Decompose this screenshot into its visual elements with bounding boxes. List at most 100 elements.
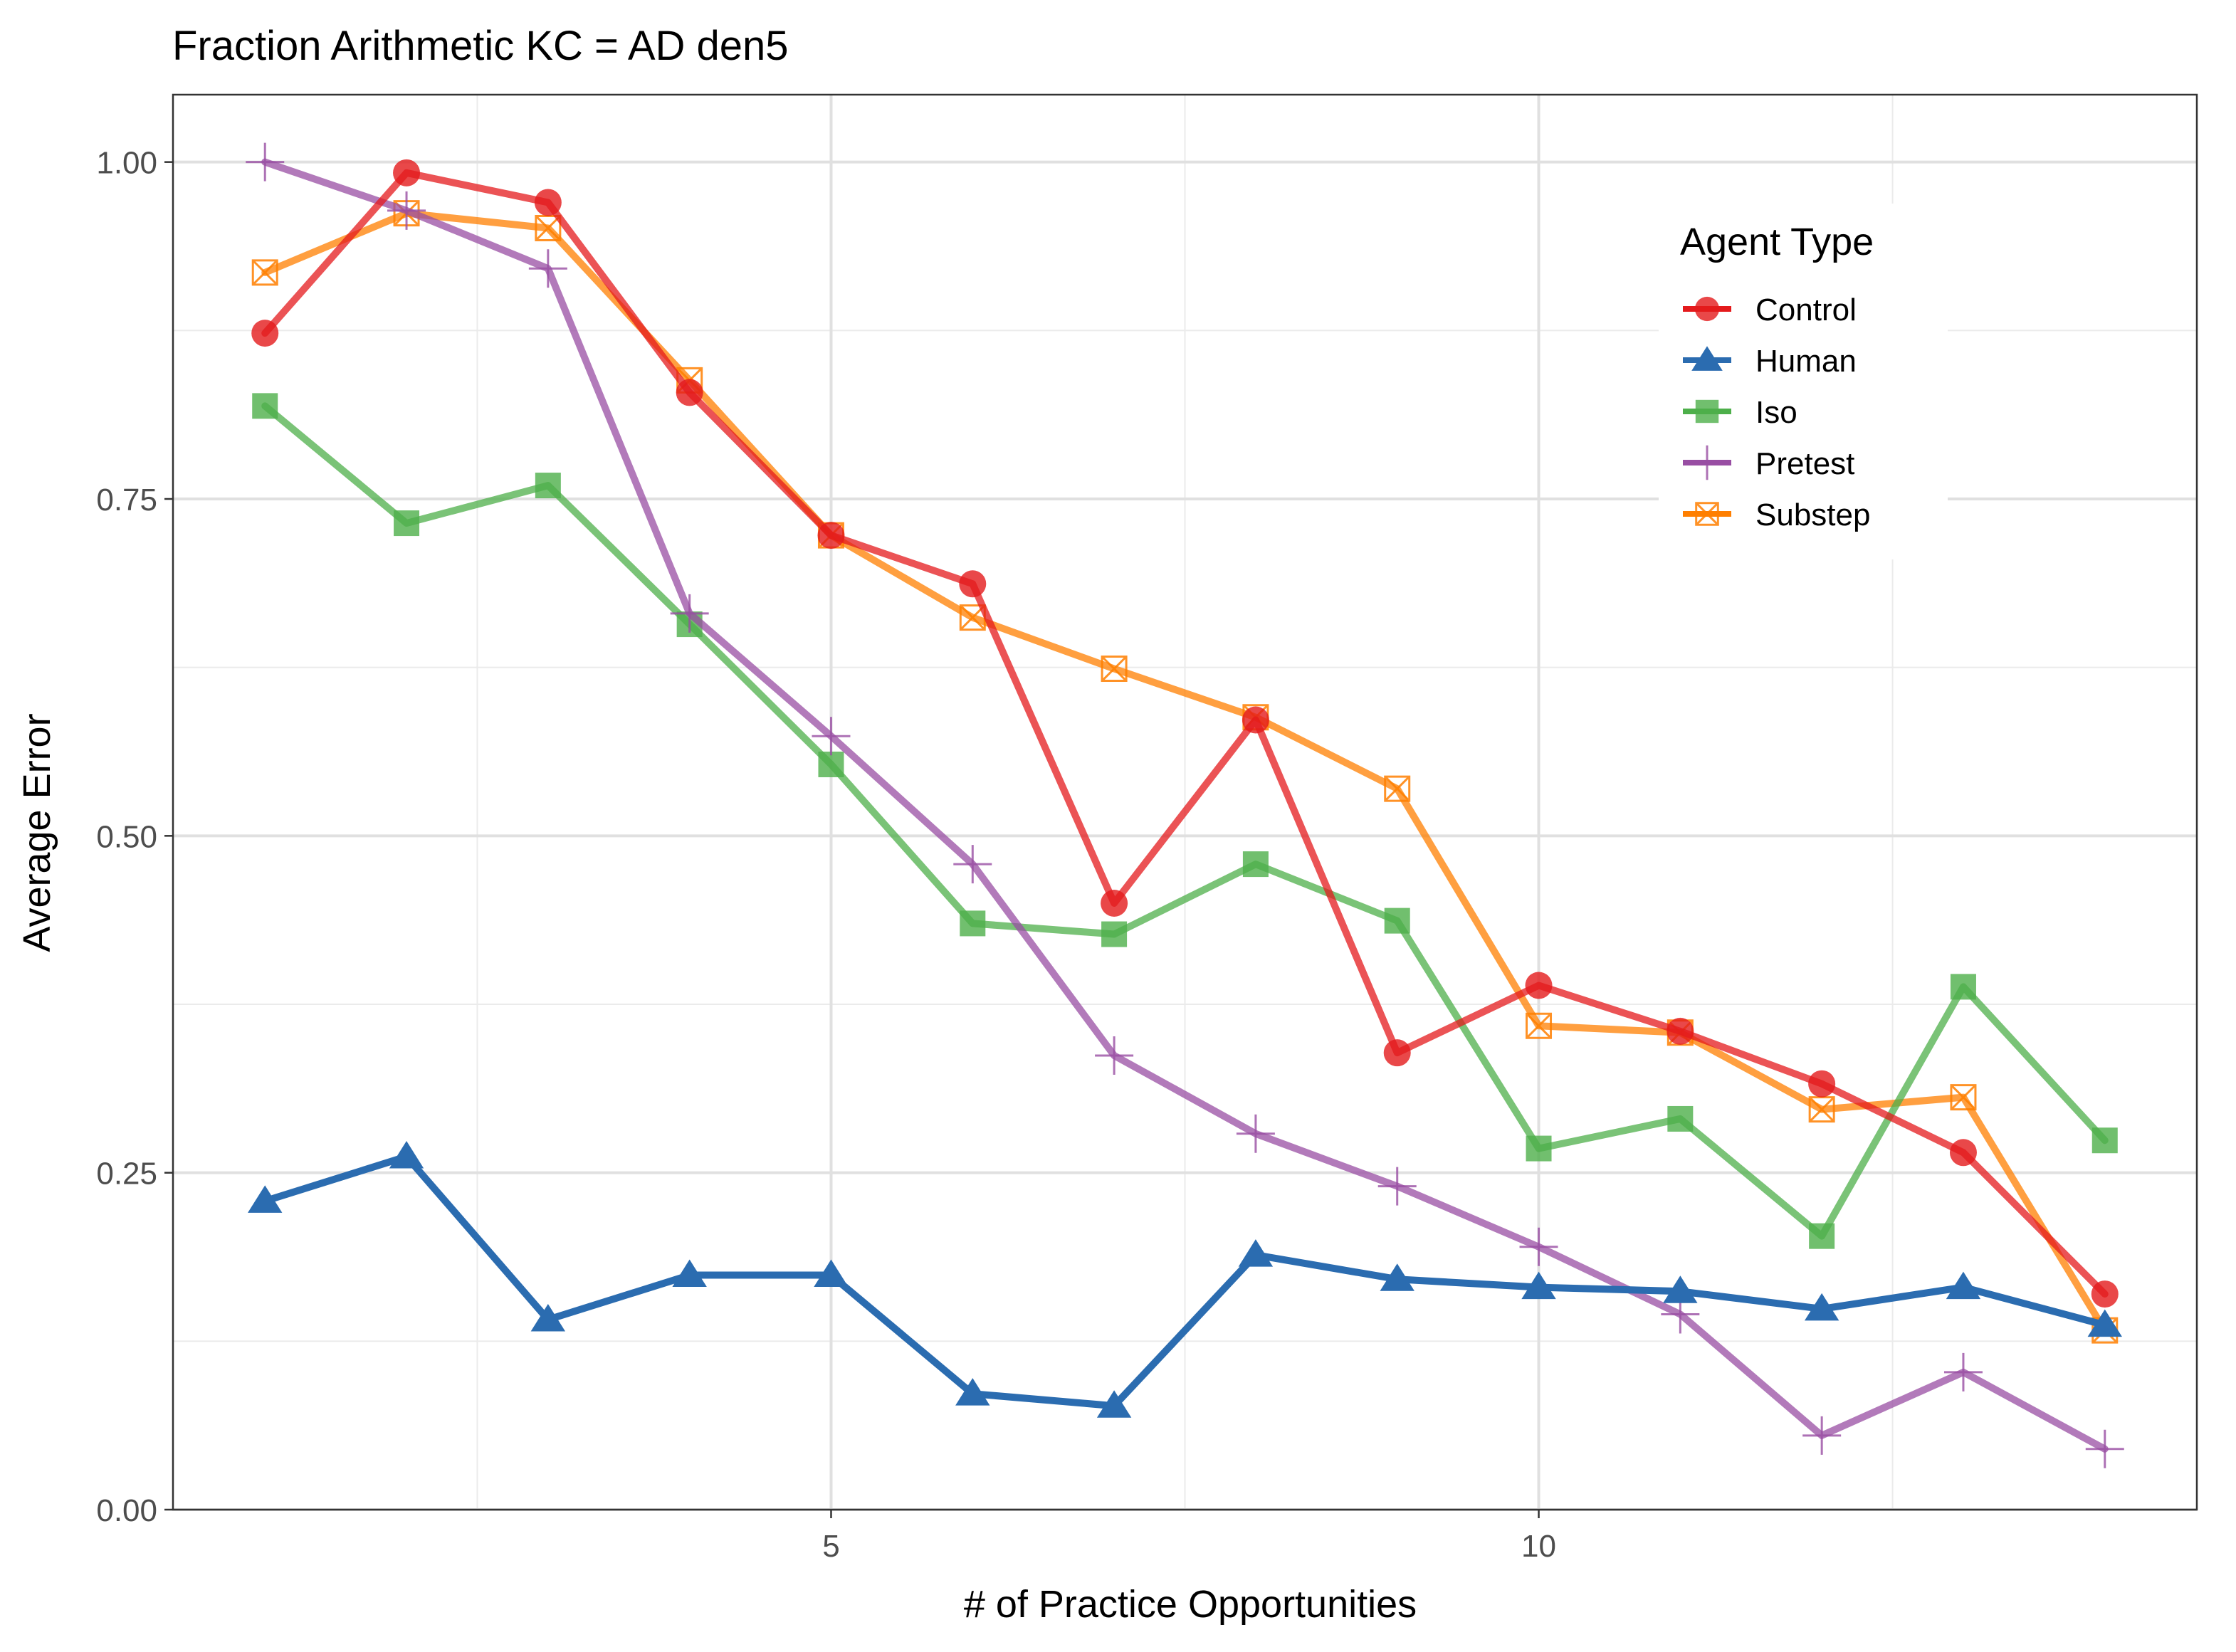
legend-title: Agent Type	[1680, 221, 1874, 263]
data-point-pretest	[812, 717, 851, 756]
data-point-iso	[1242, 851, 1269, 878]
data-point-control	[1666, 1017, 1694, 1045]
data-point-control	[1808, 1070, 1836, 1098]
legend-items: Control Human Iso Pretest Substep	[1683, 293, 1870, 532]
data-point-iso	[960, 910, 986, 937]
legend-key-marker-iso	[1695, 399, 1719, 423]
data-point-human	[1521, 1271, 1556, 1300]
legend-label-iso: Iso	[1755, 395, 1797, 430]
data-point-human	[1946, 1271, 1981, 1300]
data-point-control	[1383, 1039, 1411, 1067]
y-tick-label: 0.25	[96, 1157, 157, 1191]
data-point-control	[1949, 1139, 1977, 1167]
data-point-human	[1804, 1293, 1839, 1321]
y-tick-label: 0.00	[96, 1493, 157, 1528]
data-point-iso	[2091, 1127, 2118, 1154]
y-axis-label: Average Error	[16, 713, 58, 952]
legend-key-marker-human	[1691, 346, 1723, 371]
data-point-control	[959, 570, 987, 598]
legend-key-marker-pretest	[1689, 445, 1725, 480]
data-point-human	[2087, 1309, 2122, 1337]
data-point-pretest	[1377, 1167, 1417, 1206]
data-point-human	[1380, 1263, 1414, 1291]
legend-item-human: Human	[1683, 344, 1857, 379]
series-line-control	[261, 169, 2109, 1298]
data-point-pretest	[670, 594, 709, 633]
legend-item-control: Control	[1683, 293, 1857, 327]
data-point-substep	[535, 214, 562, 241]
data-point-iso	[1526, 1135, 1552, 1162]
data-point-substep	[1808, 1096, 1835, 1123]
data-point-control	[1525, 972, 1553, 999]
data-point-pretest	[387, 191, 426, 230]
y-tick-label: 0.50	[96, 819, 157, 854]
axes: 0.00 0.25 0.50 0.75 1.00 5 10	[96, 146, 1556, 1564]
data-point-human	[1096, 1390, 1132, 1418]
data-point-control	[817, 522, 845, 549]
plot-panel-border	[172, 93, 2198, 1511]
data-point-control	[534, 189, 562, 216]
series-line-iso	[261, 402, 2109, 1240]
data-point-pretest	[1519, 1227, 1558, 1266]
series-line-substep	[261, 209, 2109, 1335]
data-point-substep	[1384, 775, 1411, 802]
chart-title: Fraction Arithmetic KC = AD den5	[172, 23, 789, 69]
series-human	[248, 1140, 2122, 1418]
series-iso	[252, 393, 2118, 1249]
y-tick-label: 0.75	[96, 483, 157, 517]
data-point-iso	[535, 473, 561, 499]
data-point-human	[530, 1304, 566, 1332]
series-control	[251, 159, 2119, 1308]
legend-label-substep: Substep	[1755, 498, 1870, 532]
data-point-control	[2091, 1280, 2119, 1308]
data-point-pretest	[953, 845, 992, 884]
legend-item-pretest: Pretest	[1683, 445, 1854, 481]
data-point-pretest	[1095, 1036, 1134, 1075]
data-point-pretest	[246, 142, 285, 181]
data-point-pretest	[1943, 1352, 1983, 1391]
data-point-pretest	[528, 249, 567, 288]
data-point-iso	[394, 510, 420, 537]
data-point-control	[1101, 890, 1128, 917]
data-point-human	[814, 1259, 849, 1288]
data-point-pretest	[1236, 1114, 1275, 1153]
x-tick-label: 5	[822, 1529, 839, 1564]
legend-item-iso: Iso	[1683, 395, 1797, 430]
data-point-human	[248, 1185, 283, 1213]
legend-key-marker-substep	[1695, 502, 1719, 526]
legend-label-human: Human	[1755, 344, 1857, 379]
legend-label-pretest: Pretest	[1755, 446, 1854, 481]
data-point-iso	[1667, 1105, 1694, 1132]
data-point-human	[1663, 1275, 1698, 1303]
legend-key-marker-control	[1694, 296, 1720, 322]
series-line-pretest	[261, 158, 2109, 1453]
data-point-control	[1242, 706, 1269, 734]
series-layer	[246, 142, 2124, 1468]
data-point-iso	[1101, 921, 1128, 947]
y-tick-label: 1.00	[96, 146, 157, 181]
data-point-control	[393, 159, 421, 186]
data-point-control	[251, 320, 279, 347]
data-point-substep	[1950, 1084, 1977, 1111]
legend-label-control: Control	[1755, 293, 1857, 327]
legend: Agent Type Control Human Iso Pretest Substep	[1659, 204, 1948, 559]
data-point-substep	[251, 259, 278, 286]
data-point-substep	[1526, 1012, 1553, 1039]
x-axis-label: # of Practice Opportunities	[964, 1583, 1417, 1626]
data-point-pretest	[1802, 1416, 1842, 1455]
data-point-substep	[1101, 656, 1128, 683]
data-point-iso	[252, 393, 278, 419]
series-line-human	[261, 1152, 2109, 1410]
data-point-human	[389, 1140, 424, 1169]
data-point-iso	[1950, 974, 1976, 1000]
data-point-human	[955, 1378, 990, 1406]
data-point-control	[676, 379, 703, 406]
data-point-iso	[1809, 1223, 1835, 1249]
series-pretest	[246, 142, 2124, 1468]
legend-background	[1659, 204, 1948, 559]
data-point-iso	[818, 751, 844, 777]
x-tick-label: 10	[1521, 1529, 1556, 1564]
data-point-iso	[1384, 907, 1410, 934]
data-point-human	[672, 1259, 707, 1288]
